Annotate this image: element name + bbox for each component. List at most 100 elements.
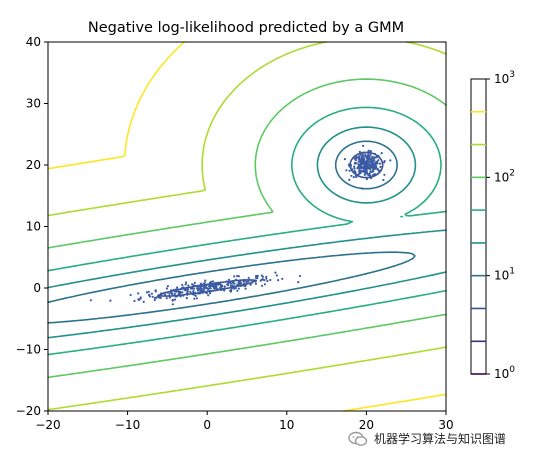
plot-area [47, 41, 447, 412]
data-point [377, 169, 381, 173]
data-point [207, 294, 210, 297]
data-point [269, 278, 272, 282]
data-point [265, 275, 268, 278]
data-point [367, 167, 370, 170]
data-point [184, 283, 187, 286]
data-point [211, 280, 215, 283]
data-point [368, 174, 371, 177]
data-point [358, 170, 361, 173]
data-point [383, 173, 386, 176]
data-point [189, 287, 193, 290]
data-point [237, 287, 240, 290]
data-point [297, 281, 300, 284]
data-point [255, 276, 258, 280]
data-point [358, 150, 361, 153]
data-point [223, 287, 226, 290]
contour-level-8 [47, 41, 447, 412]
data-point [245, 280, 248, 283]
data-point [378, 162, 382, 165]
data-point [263, 283, 267, 286]
data-point [229, 281, 232, 284]
data-point [371, 155, 374, 159]
colorbar-frame [470, 78, 487, 375]
data-point [199, 284, 202, 288]
data-point [389, 159, 392, 162]
data-point [133, 299, 136, 303]
colorbar-tick-label: 103 [494, 70, 515, 86]
data-point [185, 281, 188, 284]
data-point [170, 289, 173, 292]
data-point [367, 158, 370, 161]
data-point [376, 172, 379, 176]
data-point [239, 282, 242, 286]
data-point [182, 294, 185, 297]
data-point [173, 290, 176, 293]
data-point [193, 293, 196, 296]
data-point [260, 278, 263, 281]
data-point [359, 163, 362, 166]
data-point [182, 286, 185, 289]
data-point [193, 281, 196, 284]
data-point [370, 152, 373, 155]
data-point [277, 279, 280, 282]
data-point [208, 281, 212, 284]
data-point [151, 295, 154, 298]
data-point [176, 294, 179, 297]
data-point [361, 187, 364, 190]
data-point [251, 281, 254, 284]
data-point [150, 292, 153, 295]
data-point [229, 284, 232, 287]
data-point [212, 285, 215, 288]
data-point [349, 163, 352, 166]
data-point [215, 285, 218, 289]
data-point [220, 284, 224, 287]
data-point [367, 149, 370, 152]
data-point [365, 155, 368, 159]
x-axis: −20 −10 0 10 20 30 [35, 411, 454, 432]
data-point [180, 287, 183, 291]
data-point [246, 282, 249, 285]
data-point [195, 297, 198, 300]
x-tick-label: −20 [35, 418, 60, 432]
data-point [194, 291, 197, 294]
data-point [171, 294, 174, 297]
data-point [109, 299, 112, 302]
data-point [179, 295, 182, 298]
data-point [233, 282, 236, 285]
data-point [356, 166, 360, 169]
contour-level-3 [47, 140, 416, 324]
y-axis: −20 −10 0 10 20 30 40 [16, 35, 48, 418]
data-point [166, 291, 169, 294]
data-point [362, 165, 365, 168]
data-point [154, 289, 157, 292]
data-point [373, 173, 376, 176]
data-point [206, 290, 209, 293]
data-point [197, 284, 200, 288]
data-point [139, 297, 142, 300]
plot-frame [47, 41, 447, 412]
wechat-icon [348, 431, 368, 446]
data-point [254, 275, 258, 278]
data-point [364, 167, 367, 171]
data-point [366, 160, 369, 163]
data-point [362, 170, 365, 173]
data-point [168, 296, 171, 299]
data-point [349, 166, 352, 169]
data-point [352, 176, 355, 179]
data-point [237, 281, 240, 284]
colorbar-tick-base: 10 [494, 269, 509, 283]
data-point [275, 274, 278, 277]
data-point [156, 295, 159, 298]
data-point [227, 282, 230, 285]
data-point [357, 163, 360, 166]
data-point [261, 275, 264, 278]
data-point [353, 155, 356, 158]
data-point [357, 158, 361, 161]
x-tick-label: 30 [438, 418, 453, 432]
data-point [217, 282, 220, 285]
data-point [208, 290, 211, 293]
colorbar-tick-exponent: 0 [509, 365, 515, 375]
colorbar-tick-exponent: 3 [509, 70, 515, 80]
